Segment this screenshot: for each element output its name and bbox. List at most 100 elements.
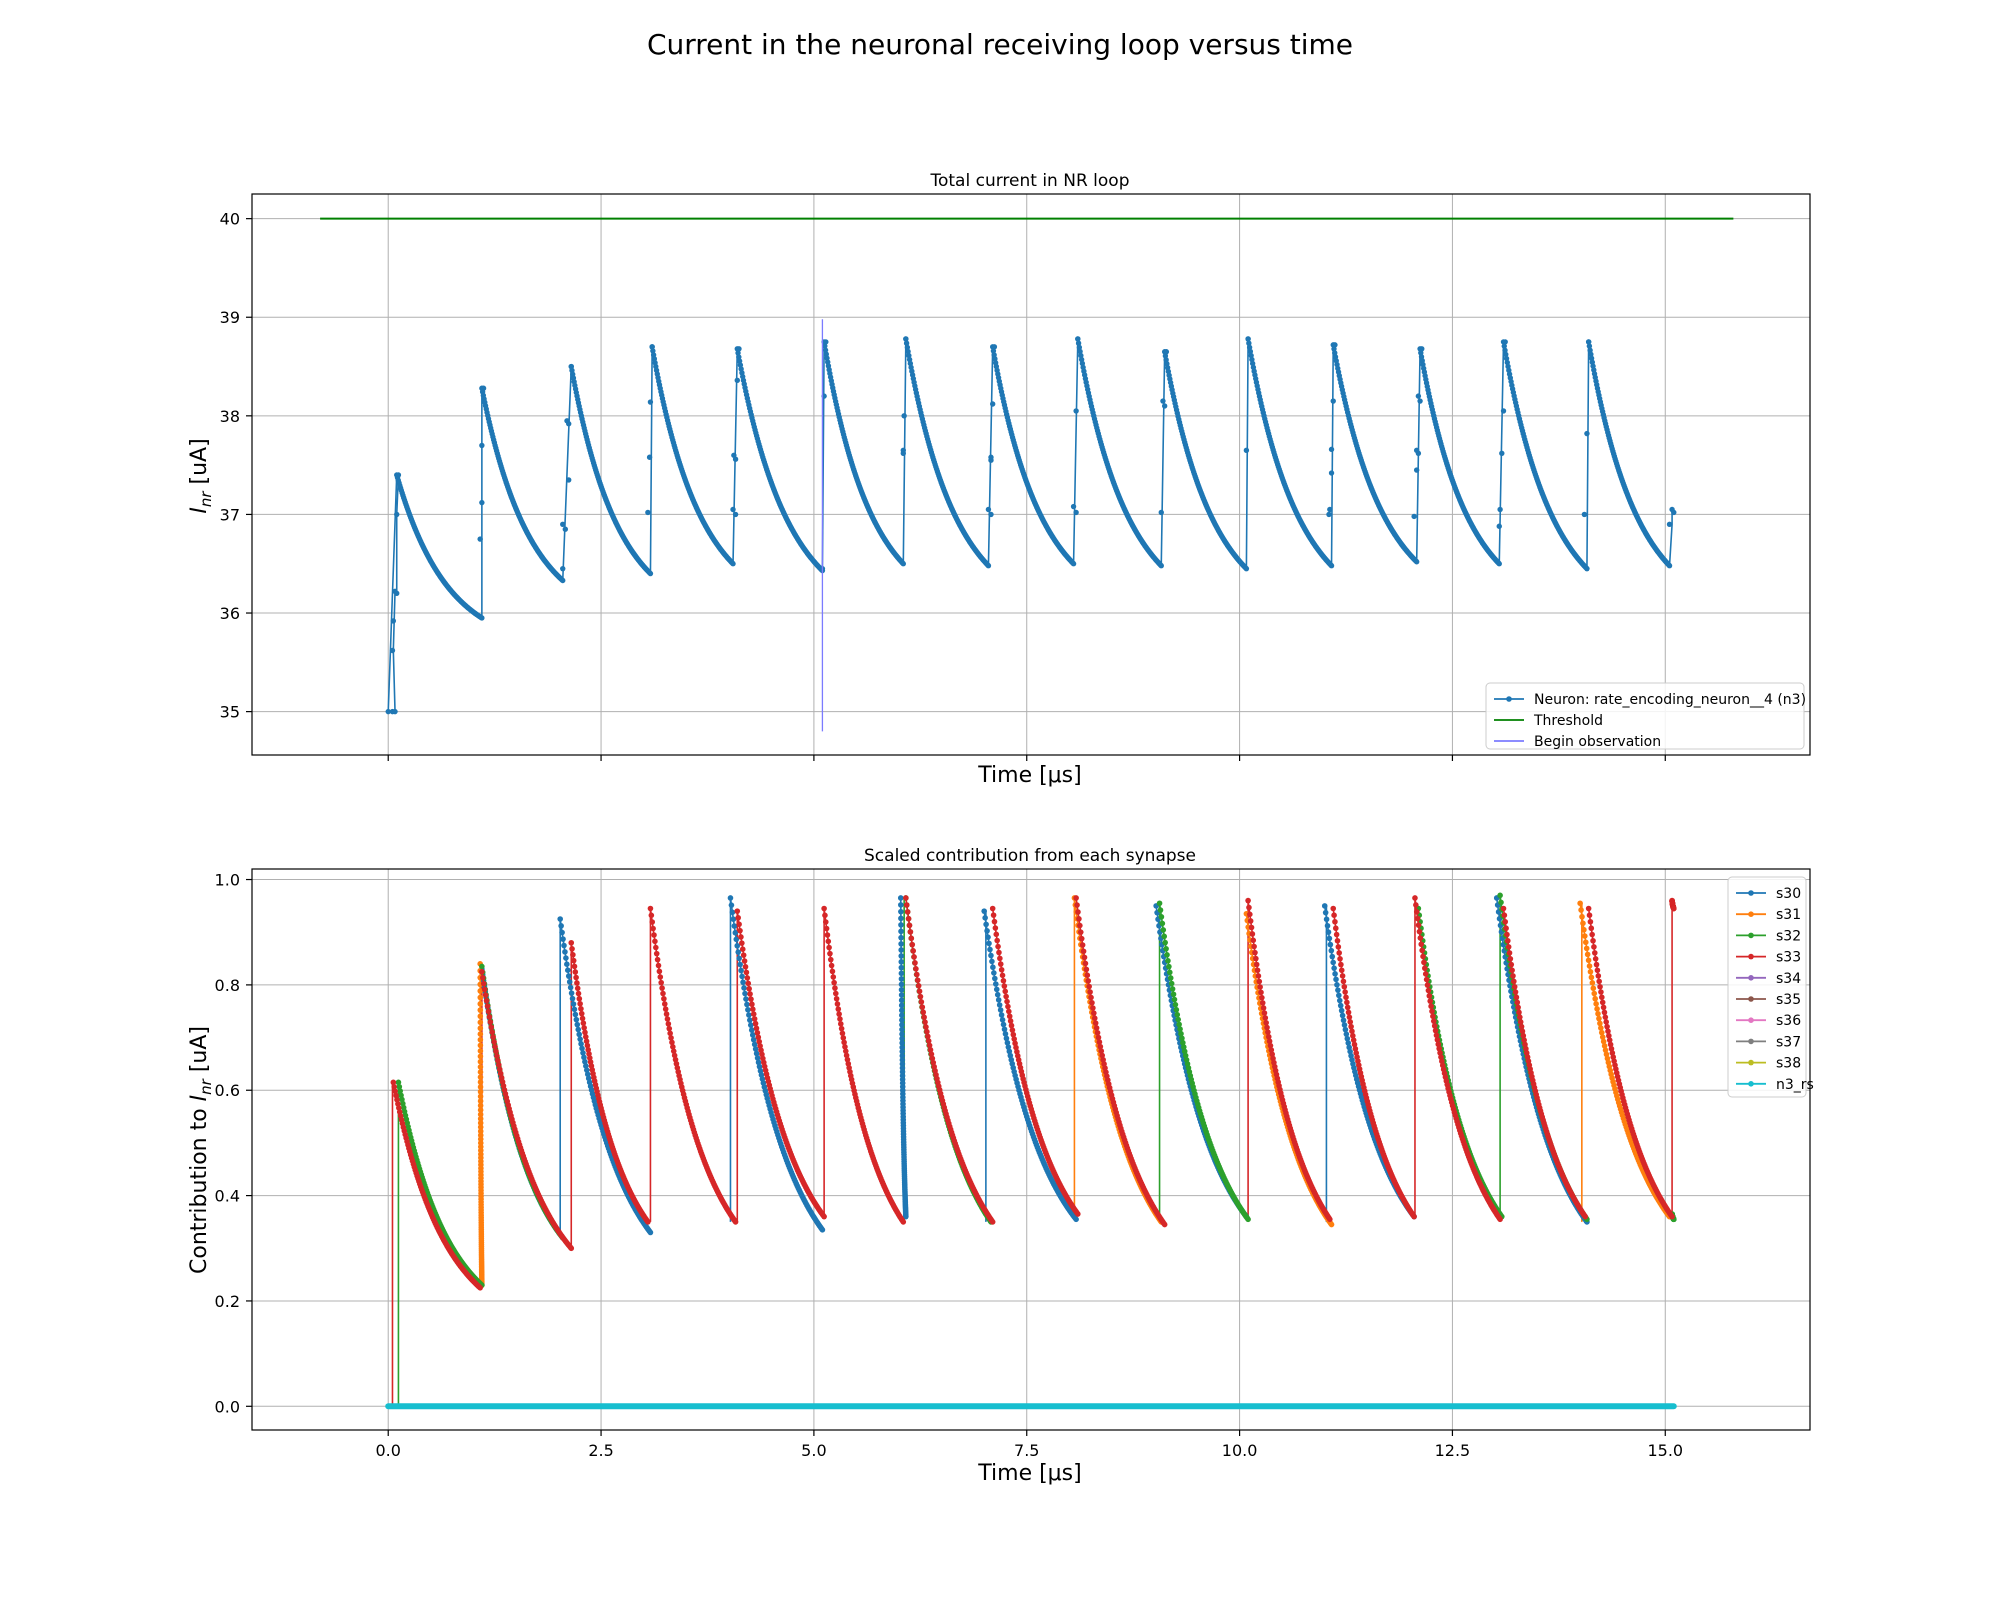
synapse-s33-point bbox=[1432, 1027, 1439, 1034]
synapse-s32-point bbox=[1177, 1026, 1183, 1032]
synapse-s32-line bbox=[1499, 895, 1588, 1220]
synapse-s33-point bbox=[1083, 966, 1090, 973]
synapse-s33-point bbox=[1079, 942, 1086, 948]
synapse-s33-point bbox=[1601, 1009, 1608, 1016]
synapse-s33-point bbox=[1332, 918, 1338, 925]
synapse-s33-point bbox=[737, 927, 743, 934]
synapse-s33-point bbox=[1342, 989, 1348, 995]
synapse-s33-point bbox=[569, 946, 575, 952]
synapse-s30-point bbox=[1340, 1017, 1347, 1024]
synapse-s33-point bbox=[1431, 1023, 1438, 1029]
neuron-point bbox=[904, 344, 911, 351]
synapse-s30-point bbox=[993, 986, 1000, 993]
synapse-s33-point bbox=[823, 925, 830, 932]
synapse-s33-point bbox=[913, 965, 919, 972]
synapse-s33-point bbox=[662, 1006, 669, 1012]
synapse-s33-point bbox=[835, 1006, 842, 1012]
neuron-point bbox=[1161, 403, 1168, 409]
synapse-s30-point bbox=[981, 908, 987, 914]
neuron-point bbox=[647, 399, 654, 405]
neuron-point bbox=[1326, 511, 1332, 518]
synapse-s33-point bbox=[655, 962, 662, 969]
synapse-s33-point bbox=[572, 969, 579, 975]
neuron-point bbox=[1070, 503, 1077, 510]
synapse-s31-point bbox=[477, 1074, 484, 1080]
synapse-s33-point bbox=[1423, 976, 1430, 983]
synapse-s33-point bbox=[1336, 950, 1342, 956]
neuron-point bbox=[1586, 343, 1593, 349]
synapse-s32-point bbox=[1162, 939, 1168, 946]
synapse-s33-point bbox=[1513, 994, 1520, 1001]
synapse-s33-point bbox=[831, 979, 837, 986]
synapse-s33-line bbox=[1247, 900, 1331, 1220]
synapse-s30-point bbox=[899, 1012, 905, 1019]
synapse-s33-point bbox=[903, 902, 910, 908]
synapse-s33-point bbox=[910, 948, 916, 954]
top-axes-grid bbox=[252, 194, 1810, 755]
synapse-s32-point bbox=[1170, 991, 1177, 998]
synapse-s33-point bbox=[1507, 955, 1514, 962]
synapse-s30-point bbox=[897, 895, 904, 901]
neuron-point bbox=[1501, 343, 1507, 349]
synapse-s30-line bbox=[1155, 905, 1248, 1218]
neuron-point bbox=[560, 577, 566, 584]
synapse-s30-point bbox=[1323, 916, 1330, 923]
synapse-s32-point bbox=[1158, 914, 1165, 920]
synapse-s32-point bbox=[479, 963, 485, 970]
top-x-axis-label: Time [μs] bbox=[977, 763, 1081, 788]
neuron-point bbox=[1413, 559, 1420, 565]
synapse-s30-point bbox=[1336, 992, 1342, 999]
bottom-axes: Scaled contribution from each synapse 0.… bbox=[187, 846, 1814, 1486]
synapse-s33-point bbox=[1426, 993, 1433, 999]
synapse-s32-point bbox=[1175, 1016, 1181, 1023]
synapse-s30-point bbox=[567, 984, 574, 991]
synapse-s30-point bbox=[731, 923, 738, 929]
synapse-s33-point bbox=[741, 958, 748, 964]
synapse-s30-line bbox=[481, 968, 564, 1239]
synapse-s33-point bbox=[1603, 1019, 1610, 1025]
neuron-point bbox=[990, 348, 997, 354]
neuron-point bbox=[903, 336, 909, 342]
neuron-point bbox=[1500, 408, 1507, 414]
synapse-s32-point bbox=[1172, 1001, 1179, 1008]
neuron-point bbox=[562, 526, 569, 532]
synapse-s33-point bbox=[1254, 967, 1261, 974]
synapse-s30-point bbox=[898, 908, 904, 915]
synapse-s31-point bbox=[1591, 990, 1598, 997]
synapse-s30-point bbox=[568, 990, 575, 996]
synapse-s33-point bbox=[653, 944, 659, 951]
synapse-s32-point bbox=[1168, 980, 1175, 987]
neuron-point bbox=[1245, 336, 1251, 342]
synapse-s30-point bbox=[573, 1016, 580, 1023]
synapse-s33-point bbox=[1511, 983, 1518, 990]
synapse-s33-point bbox=[1338, 961, 1344, 968]
synapse-s32-line bbox=[397, 1082, 483, 1286]
synapse-s31-point bbox=[477, 1048, 484, 1054]
synapse-s31-point bbox=[1579, 913, 1585, 920]
synapse-s33-point bbox=[1422, 965, 1428, 972]
neuron-point bbox=[1419, 346, 1425, 352]
synapse-s30-point bbox=[559, 929, 565, 936]
neuron-point bbox=[647, 570, 654, 577]
synapse-s33-point bbox=[1256, 978, 1263, 985]
synapse-s33-point bbox=[1245, 897, 1251, 904]
synapse-s30-point bbox=[983, 921, 989, 928]
synapse-s33-point bbox=[743, 969, 750, 976]
synapse-s33-point bbox=[998, 966, 1005, 973]
neuron-point bbox=[732, 511, 739, 518]
synapse-s33-point bbox=[651, 932, 657, 938]
synapse-s32-point bbox=[1161, 933, 1168, 940]
synapse-s33-point bbox=[746, 985, 752, 992]
synapse-s33-point bbox=[1091, 1010, 1097, 1016]
synapse-s30-point bbox=[898, 928, 904, 935]
synapse-s33-point bbox=[1260, 1005, 1267, 1011]
synapse-s33-point bbox=[1073, 895, 1079, 901]
synapse-s33-point bbox=[916, 988, 923, 995]
synapse-s33-point bbox=[1334, 937, 1341, 944]
synapse-s33-point bbox=[1253, 961, 1260, 968]
synapse-s31-point bbox=[477, 1064, 484, 1070]
synapse-s33-point bbox=[837, 1016, 843, 1022]
synapse-s33-point bbox=[995, 943, 1001, 950]
